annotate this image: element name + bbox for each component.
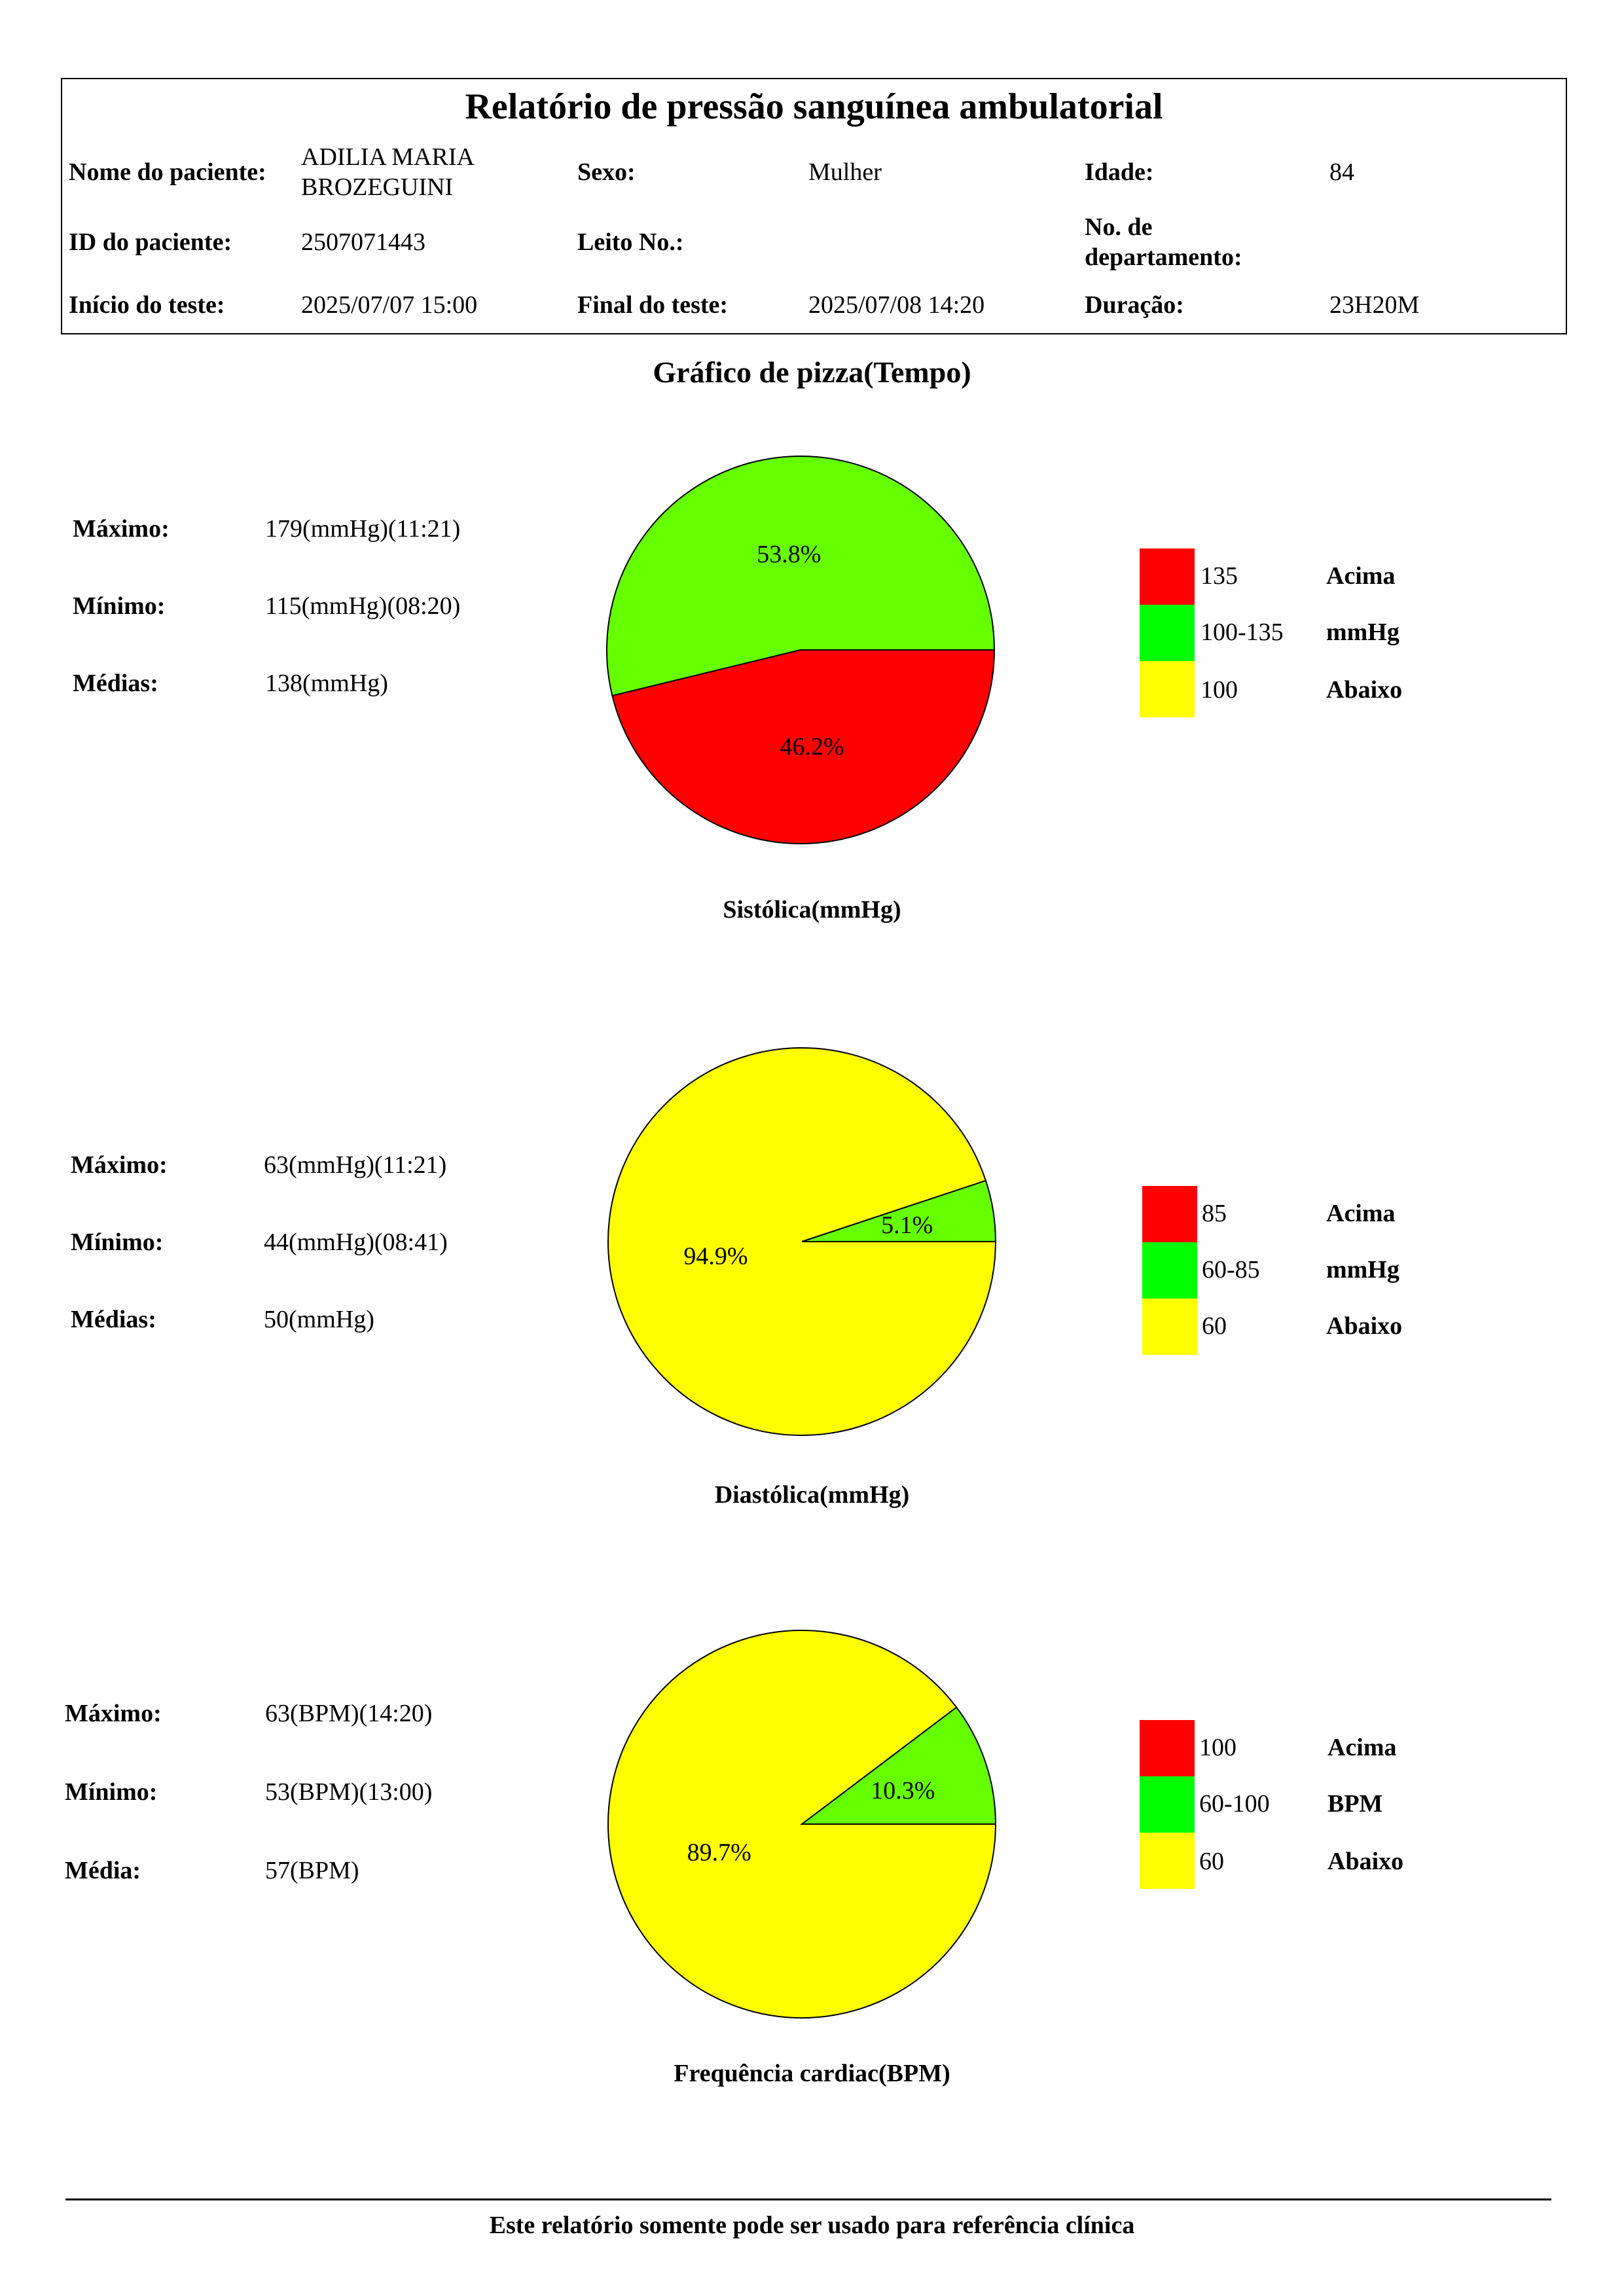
department-label-line1: No. de (1085, 213, 1153, 241)
patient-name-label: Nome do paciente: (69, 158, 266, 186)
diastolic-slice-1-label: 5.1% (881, 1211, 933, 1239)
diastolic-max-label: Máximo: (71, 1151, 168, 1179)
patient-name-line2: BROZEGUINI (301, 173, 454, 201)
test-end-value: 2025/07/08 14:20 (808, 291, 985, 319)
systolic-slice-2-label: 46.2% (780, 733, 844, 761)
systolic-legend-range-above: 135 (1200, 562, 1238, 590)
bed-label: Leito No.: (577, 228, 684, 256)
heart-rate-slice-1-label: 10.3% (871, 1777, 935, 1804)
systolic-avg-value: 138(mmHg) (265, 670, 388, 697)
diastolic-min-label: Mínimo: (71, 1229, 164, 1256)
duration-value: 23H20M (1329, 291, 1420, 319)
diastolic-legend-range-normal: 60-85 (1202, 1256, 1260, 1283)
diastolic-legend-swatch-below (1142, 1299, 1197, 1355)
heart-rate-min-label: Mínimo: (65, 1778, 158, 1806)
systolic-avg-label: Médias: (73, 670, 158, 697)
heart-rate-avg-value: 57(BPM) (265, 1857, 359, 1884)
department-label: No. de departamento: (1078, 207, 1323, 277)
test-start-label: Início do teste: (69, 291, 225, 319)
report-title: Relatório de pressão sanguínea ambulator… (465, 86, 1163, 127)
patient-id-label: ID do paciente: (69, 228, 232, 256)
footer-disclaimer: Este relatório somente pode ser usado pa… (489, 2212, 1135, 2239)
systolic-max-value: 179(mmHg)(11:21) (265, 515, 461, 543)
diastolic-legend-range-below: 60 (1202, 1312, 1227, 1340)
diastolic-legend-range-above: 85 (1202, 1200, 1227, 1227)
diastolic-slice-2-label: 94.9% (683, 1242, 748, 1270)
heart-rate-caption: Frequência cardiac(BPM) (674, 2060, 950, 2087)
heart-rate-legend-range-normal: 60-100 (1199, 1790, 1270, 1818)
heart-rate-pie-chart: 10.3% 89.7% (607, 1630, 997, 2018)
systolic-slice-1-label: 53.8% (757, 541, 821, 568)
sex-value: Mulher (808, 158, 882, 186)
heart-rate-min-value: 53(BPM)(13:00) (265, 1778, 433, 1806)
test-start-value: 2025/07/07 15:00 (301, 291, 478, 319)
diastolic-legend-word-above: Acima (1326, 1200, 1396, 1227)
heart-rate-legend-swatch-normal (1140, 1776, 1195, 1833)
heart-rate-avg-label: Média: (65, 1857, 141, 1884)
systolic-min-value: 115(mmHg)(08:20) (265, 592, 461, 620)
age-label: Idade: (1085, 158, 1154, 186)
heart-rate-legend-swatch-below (1140, 1833, 1195, 1889)
footer-divider (65, 2198, 1551, 2200)
heart-rate-legend-range-below: 60 (1199, 1848, 1224, 1875)
systolic-legend-swatch-normal (1140, 605, 1195, 661)
sex-label: Sexo: (577, 158, 636, 186)
heart-rate-legend-swatch-above (1140, 1720, 1195, 1776)
heart-rate-max-value: 63(BPM)(14:20) (265, 1700, 433, 1727)
diastolic-legend-swatch-above (1142, 1186, 1197, 1242)
diastolic-legend-word-below: Abaixo (1326, 1312, 1403, 1340)
systolic-max-label: Máximo: (73, 515, 170, 543)
diastolic-max-value: 63(mmHg)(11:21) (264, 1151, 447, 1179)
diastolic-pie-chart: 5.1% 94.9% (607, 1047, 997, 1436)
heart-rate-slice-2 (607, 1630, 997, 2018)
heart-rate-legend-range-above: 100 (1199, 1734, 1236, 1761)
section-title: Gráfico de pizza(Tempo) (653, 355, 971, 389)
patient-name-line1: ADILIA MARIA (301, 143, 475, 171)
systolic-legend-range-below: 100 (1200, 676, 1238, 704)
patient-name-value: ADILIA MARIA BROZEGUINI (295, 137, 571, 207)
diastolic-caption: Diastólica(mmHg) (714, 1481, 910, 1509)
heart-rate-legend-word-below: Abaixo (1327, 1848, 1404, 1875)
diastolic-avg-label: Médias: (71, 1306, 156, 1333)
bed-value (802, 207, 1078, 277)
age-value: 84 (1329, 158, 1354, 186)
systolic-legend-word-unit: mmHg (1326, 619, 1399, 646)
heart-rate-legend-word-above: Acima (1327, 1734, 1397, 1761)
diastolic-legend-word-unit: mmHg (1326, 1256, 1399, 1283)
systolic-caption: Sistólica(mmHg) (723, 896, 901, 924)
heart-rate-legend-word-unit: BPM (1327, 1790, 1383, 1818)
systolic-min-label: Mínimo: (73, 592, 166, 620)
heart-rate-max-label: Máximo: (65, 1700, 162, 1727)
systolic-slice-1 (606, 456, 996, 697)
diastolic-slice-2 (607, 1047, 997, 1436)
systolic-slice-2 (611, 649, 996, 844)
report-header: Relatório de pressão sanguínea ambulator… (61, 78, 1567, 334)
patient-info-table: Nome do paciente: ADILIA MARIA BROZEGUIN… (62, 137, 1566, 333)
diastolic-min-value: 44(mmHg)(08:41) (264, 1229, 448, 1256)
systolic-legend-word-below: Abaixo (1326, 676, 1403, 704)
heart-rate-slice-1 (800, 1706, 997, 1825)
test-end-label: Final do teste: (577, 291, 729, 319)
systolic-pie-chart: 53.8% 46.2% (606, 456, 996, 844)
systolic-legend-word-above: Acima (1326, 562, 1396, 590)
systolic-legend-swatch-above (1140, 548, 1195, 605)
heart-rate-slice-2-label: 89.7% (687, 1839, 751, 1866)
diastolic-legend-swatch-normal (1142, 1242, 1197, 1299)
systolic-legend-range-normal: 100-135 (1200, 619, 1284, 646)
duration-label: Duração: (1085, 291, 1184, 319)
diastolic-avg-value: 50(mmHg) (264, 1306, 374, 1333)
systolic-legend-swatch-below (1140, 661, 1195, 717)
patient-id-value: 2507071443 (301, 228, 425, 256)
department-label-line2: departamento: (1085, 243, 1242, 271)
department-value (1323, 207, 1566, 277)
